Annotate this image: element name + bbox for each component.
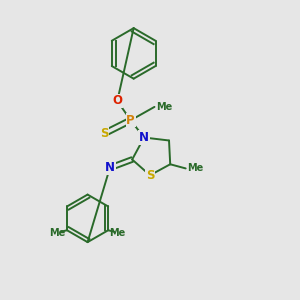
- Text: O: O: [112, 94, 122, 107]
- Text: S: S: [146, 169, 154, 182]
- Text: Me: Me: [50, 228, 66, 238]
- Text: Me: Me: [187, 164, 203, 173]
- Text: N: N: [139, 131, 149, 144]
- Text: Me: Me: [156, 102, 172, 112]
- Text: S: S: [100, 127, 108, 140]
- Text: P: P: [126, 114, 135, 127]
- Text: Me: Me: [110, 228, 126, 238]
- Text: N: N: [105, 161, 115, 174]
